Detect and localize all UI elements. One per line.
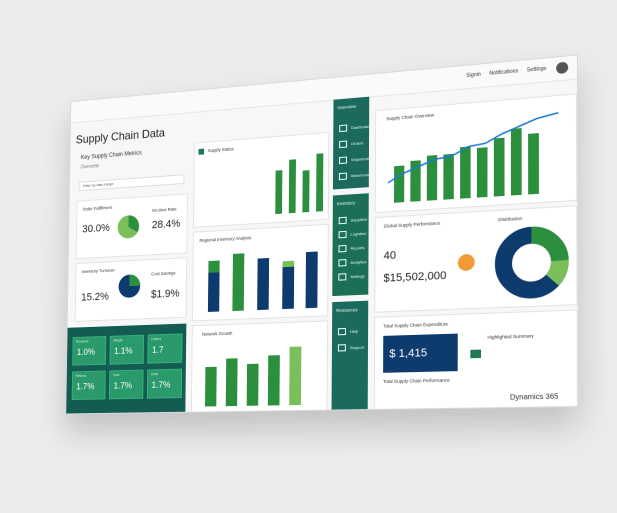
tile-label: Margin	[113, 338, 123, 342]
kpi-label: Order Fulfillment	[83, 205, 112, 212]
green-tile[interactable]: Margin 1.1%	[109, 335, 144, 365]
tile-value: 1.7%	[152, 380, 171, 390]
kpi-label-b: On-time Rate	[152, 207, 176, 213]
nav-icon	[339, 156, 347, 164]
nav-item[interactable]: Suppliers	[339, 214, 368, 226]
top-links: Signin Notifications Settings	[466, 66, 546, 79]
nav-icon	[338, 244, 346, 251]
pie-chart	[116, 213, 141, 241]
bar-chart	[230, 147, 327, 223]
green-tile[interactable]: Revenue 1.0%	[72, 336, 106, 366]
nav-item[interactable]: Support	[338, 342, 364, 353]
card-title: Total Supply Chain Expenditure	[383, 321, 448, 328]
tile-value: 1.1%	[114, 346, 133, 356]
card-title: Network Growth	[202, 331, 232, 337]
kpi-card-bottom[interactable]: Inventory Turnover 15.2% Cost Savings $1…	[75, 257, 187, 322]
nav-item[interactable]: Shipments	[339, 153, 370, 165]
performance-value-a: 40	[384, 249, 397, 262]
kpi-value-b: $1.9%	[151, 288, 180, 301]
network-growth-card[interactable]: Network Growth	[191, 320, 328, 414]
bar-chart	[197, 336, 323, 409]
avatar[interactable]	[556, 62, 568, 75]
nav-column-bottom: Resources Help Support	[332, 301, 369, 412]
tile-value: 1.0%	[77, 347, 95, 357]
donut-chart	[494, 224, 570, 301]
tile-label: Cost	[113, 373, 120, 377]
kpi-value: 15.2%	[81, 291, 109, 304]
green-accent	[199, 149, 205, 155]
nav-icon	[338, 327, 346, 334]
tile-label: Returns	[76, 374, 87, 378]
supply-overview-card[interactable]: Supply Chain Overview	[375, 93, 578, 213]
nav-item[interactable]: Help	[338, 325, 358, 336]
global-performance-card[interactable]: Global Supply Performance Distribution 4…	[374, 205, 577, 313]
side-note: Highlighted Summary	[487, 333, 533, 340]
green-tile[interactable]: Cost 1.7%	[109, 370, 144, 400]
nav-column-middle: Inventory Suppliers Logistics Reports An…	[332, 193, 369, 296]
tile-label: Orders	[151, 337, 161, 341]
nav-item[interactable]: Warehouse	[339, 169, 371, 181]
nav-icon	[338, 273, 346, 280]
green-tile[interactable]: Units 1.7%	[147, 369, 182, 399]
page-title: Supply Chain Data	[76, 126, 165, 147]
nav-item[interactable]: Orders	[339, 137, 363, 149]
nav-column-top: Overview Dashboard Orders Shipments Ware…	[333, 97, 369, 190]
expenditure-callout: $ 1,415	[383, 334, 458, 373]
card-title: Global Supply Performance	[384, 220, 440, 228]
nav-section-title: Inventory	[337, 200, 355, 206]
kpi-label-b: Cost Savings	[151, 270, 175, 276]
nav-section-title: Overview	[337, 104, 356, 111]
dashboard-monitor: Signin Notifications Settings Supply Cha…	[65, 54, 579, 414]
nav-item[interactable]: Logistics	[339, 228, 367, 240]
top-link-signin[interactable]: Signin	[466, 72, 481, 79]
tile-value: 1.7%	[76, 381, 94, 391]
bar-chart	[199, 241, 324, 316]
dashboard-frame: Signin Notifications Settings Supply Cha…	[65, 54, 579, 414]
kpi-card-top[interactable]: Order Fulfillment 30.0% On-time Rate 28.…	[76, 193, 188, 259]
card-title: Supply Status	[208, 146, 234, 153]
page-subtitle: Key Supply Chain Metrics	[81, 151, 142, 161]
nav-item[interactable]: Dashboard	[339, 121, 370, 134]
page-subtitle-secondary: Overview	[81, 163, 99, 170]
tile-value: 1.7%	[114, 381, 133, 391]
inventory-analysis-card[interactable]: Regional Inventory Analysis	[192, 224, 329, 322]
tile-label: Units	[151, 372, 158, 376]
nav-item[interactable]: Settings	[338, 270, 365, 281]
green-icon	[470, 350, 481, 359]
top-link-notifications[interactable]: Notifications	[489, 68, 518, 77]
orange-dot	[456, 252, 477, 274]
card-tag: Distribution	[498, 216, 522, 223]
expenditure-value: $ 1,415	[389, 347, 427, 360]
kpi-value-b: 28.4%	[152, 218, 181, 231]
filter-input[interactable]: Filter by date range	[79, 174, 185, 191]
green-tile[interactable]: Returns 1.7%	[72, 371, 106, 400]
nav-item[interactable]: Analytics	[338, 256, 366, 267]
nav-icon	[339, 216, 347, 224]
nav-icon	[338, 344, 346, 351]
green-kpi-panel: Revenue 1.0% Margin 1.1% Orders 1.7 Retu…	[66, 324, 186, 415]
nav-section-title: Resources	[336, 307, 358, 313]
nav-icon	[338, 259, 346, 266]
green-tile[interactable]: Orders 1.7	[147, 333, 182, 363]
nav-icon	[339, 124, 347, 132]
tile-label: Revenue	[76, 339, 88, 343]
kpi-label: Inventory Turnover	[82, 268, 115, 274]
supply-status-card[interactable]: Supply Status	[193, 132, 329, 228]
tile-value: 1.7	[152, 345, 164, 355]
kpi-value: 30.0%	[82, 222, 110, 235]
brand-logo: Dynamics 365	[510, 393, 558, 401]
combo-chart	[382, 107, 572, 207]
expenditure-note: Total Supply Chain Performance	[383, 378, 450, 385]
nav-icon	[339, 140, 347, 148]
pie-chart	[117, 272, 143, 300]
performance-value-b: $15,502,000	[383, 270, 446, 285]
nav-item[interactable]: Reports	[338, 242, 364, 253]
top-link-settings[interactable]: Settings	[527, 66, 547, 74]
card-title: Regional Inventory Analysis	[199, 235, 251, 243]
nav-icon	[339, 172, 347, 180]
nav-icon	[339, 230, 347, 237]
